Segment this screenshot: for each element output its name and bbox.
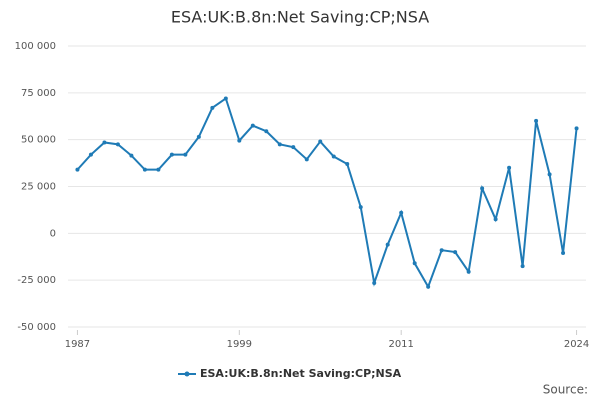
data-point <box>331 154 336 159</box>
y-tick-label: 50 000 <box>21 135 56 146</box>
data-point <box>385 242 390 247</box>
data-point <box>399 210 404 215</box>
data-point <box>277 142 282 147</box>
y-tick-label: -50 000 <box>17 322 56 333</box>
data-point <box>102 140 107 145</box>
data-point <box>574 126 579 131</box>
data-point <box>345 162 350 167</box>
data-point <box>453 250 458 255</box>
data-point <box>318 139 323 144</box>
data-point <box>547 172 552 177</box>
data-point <box>304 157 309 162</box>
data-line <box>76 96 578 290</box>
source: Source: <box>543 383 588 397</box>
y-tick-label: -25 000 <box>17 275 56 286</box>
data-point <box>156 167 161 172</box>
x-tick-label: 1987 <box>65 339 90 350</box>
x-tick-label: 1999 <box>227 339 252 350</box>
y-tick-label: 0 <box>50 228 56 239</box>
data-point <box>250 123 255 128</box>
data-point <box>493 217 498 222</box>
data-point <box>183 152 188 157</box>
data-point <box>412 261 417 266</box>
data-point <box>426 284 431 289</box>
data-point <box>115 142 120 147</box>
legend-label: ESA:UK:B.8n:Net Saving:CP;NSA <box>200 367 402 380</box>
data-point <box>439 248 444 253</box>
y-tick-label: 75 000 <box>21 88 56 99</box>
data-point <box>480 186 485 191</box>
x-tick-label: 2011 <box>388 339 413 350</box>
chart-title: ESA:UK:B.8n:Net Saving:CP;NSA <box>171 8 429 27</box>
y-tick-label: 25 000 <box>21 181 56 192</box>
data-point <box>520 264 525 269</box>
data-point <box>561 251 566 256</box>
data-point <box>196 134 201 139</box>
data-point <box>358 205 363 210</box>
data-point <box>534 118 539 123</box>
data-point <box>466 269 471 274</box>
legend-marker <box>184 371 190 377</box>
data-point <box>291 145 296 150</box>
data-point <box>264 129 269 134</box>
data-point <box>372 280 377 285</box>
data-point <box>223 96 228 101</box>
x-tick-label: 2024 <box>564 339 589 350</box>
y-tick-label: 100 000 <box>15 41 56 52</box>
data-point <box>129 153 134 158</box>
data-point <box>210 105 215 110</box>
data-point <box>142 167 147 172</box>
data-point <box>169 152 174 157</box>
data-point <box>237 138 242 143</box>
data-point <box>88 152 93 157</box>
data-point <box>75 167 80 172</box>
data-point <box>507 165 512 170</box>
